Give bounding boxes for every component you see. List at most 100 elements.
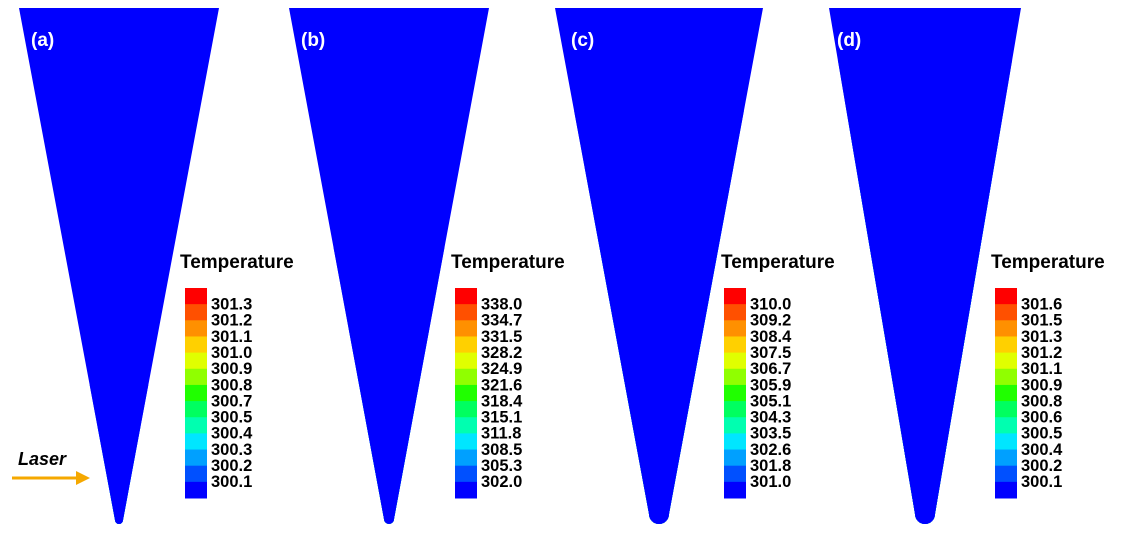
colorbar-segment <box>995 465 1017 483</box>
colorbar: 301.6301.5301.3301.2301.1300.9300.8300.6… <box>995 288 1063 499</box>
colorbar-tick-label: 300.9 <box>1021 376 1062 394</box>
colorbar-tick-label: 301.0 <box>750 473 791 491</box>
colorbar-tick-label: 321.6 <box>481 376 522 394</box>
colorbar-segment <box>185 352 207 370</box>
colorbar-tick-label: 301.1 <box>211 328 252 346</box>
colorbar-segment <box>724 433 746 451</box>
colorbar-tick-label: 304.3 <box>750 409 791 427</box>
colorbar-segment <box>995 401 1017 418</box>
colorbar-tick-label: 305.9 <box>750 376 791 394</box>
temperature-band <box>19 500 219 524</box>
colorbar-segment <box>455 304 477 321</box>
colorbar-segment <box>724 384 746 402</box>
colorbar-segment <box>995 481 1017 499</box>
colorbar-tick-label: 301.1 <box>1021 360 1062 378</box>
colorbar-segment <box>724 336 746 354</box>
colorbar-tick-label: 301.2 <box>1021 344 1062 362</box>
colorbar-tick-label: 301.5 <box>1021 312 1062 330</box>
colorbar: 301.3301.2301.1301.0300.9300.8300.7300.5… <box>185 288 253 499</box>
colorbar-tick-label: 301.3 <box>1021 328 1062 346</box>
laser-label: Laser <box>18 449 67 469</box>
colorbar-segment <box>185 336 207 354</box>
colorbar-segment <box>185 433 207 451</box>
colorbar-segment <box>185 288 207 305</box>
temperature-band <box>19 519 219 524</box>
colorbar-segment <box>455 481 477 499</box>
colorbar-segment <box>455 368 477 386</box>
colorbar-tick-label: 310.0 <box>750 296 791 314</box>
colorbar-tick-label: 315.1 <box>481 409 522 427</box>
colorbar-tick-label: 306.7 <box>750 360 791 378</box>
colorbar-tick-label: 303.5 <box>750 425 791 443</box>
colorbar-tick-label: 307.5 <box>750 344 791 362</box>
colorbar-segment <box>455 401 477 418</box>
colorbar-tick-label: 300.9 <box>211 360 252 378</box>
colorbar-segment <box>724 368 746 386</box>
colorbar-segment <box>455 352 477 370</box>
colorbar-segment <box>995 336 1017 354</box>
colorbar-tick-label: 308.5 <box>481 441 522 459</box>
colorbar-segment <box>455 417 477 434</box>
colorbar-segment <box>455 433 477 451</box>
colorbar-title: Temperature <box>721 252 835 273</box>
temperature-band <box>19 521 219 524</box>
colorbar-tick-label: 324.9 <box>481 360 522 378</box>
colorbar-tick-label: 305.3 <box>481 457 522 475</box>
colorbar-tick-label: 308.4 <box>750 328 792 346</box>
temperature-band <box>19 512 219 524</box>
colorbar-segment <box>455 288 477 305</box>
temperature-band <box>19 516 219 524</box>
colorbar-tick-label: 328.2 <box>481 344 522 362</box>
colorbar-segment <box>724 449 746 467</box>
colorbar-title: Temperature <box>991 252 1105 273</box>
colorbar-tick-label: 300.1 <box>211 473 252 491</box>
colorbar-segment <box>455 320 477 337</box>
colorbar-tick-label: 300.4 <box>211 425 253 443</box>
colorbar-segment <box>185 368 207 386</box>
colorbar-segment <box>185 449 207 467</box>
colorbar: 338.0334.7331.5328.2324.9321.6318.4315.1… <box>455 288 523 499</box>
panel-label: (b) <box>301 30 325 51</box>
colorbar-tick-label: 302.6 <box>750 441 791 459</box>
colorbar-segment <box>995 304 1017 321</box>
colorbar-segment <box>185 417 207 434</box>
colorbar-tick-label: 301.0 <box>211 344 252 362</box>
colorbar-tick-label: 331.5 <box>481 328 522 346</box>
colorbar-title: Temperature <box>451 252 565 273</box>
colorbar-tick-label: 300.7 <box>211 392 252 410</box>
colorbar-segment <box>185 384 207 402</box>
colorbar-segment <box>995 288 1017 305</box>
colorbar-tick-label: 302.0 <box>481 473 522 491</box>
temperature-band <box>19 490 219 524</box>
colorbar-segment <box>185 320 207 337</box>
colorbar-segment <box>724 320 746 337</box>
temperature-band <box>19 507 219 524</box>
colorbar-tick-label: 300.2 <box>1021 457 1062 475</box>
colorbar-tick-label: 301.6 <box>1021 296 1062 314</box>
colorbar-tick-label: 300.5 <box>1021 425 1062 443</box>
colorbar-segment <box>455 336 477 354</box>
colorbar-tick-label: 300.2 <box>211 457 252 475</box>
laser-indicator: Laser <box>12 449 90 485</box>
colorbar-tick-label: 300.6 <box>1021 409 1062 427</box>
colorbar-segment <box>724 417 746 434</box>
colorbar-segment <box>995 449 1017 467</box>
colorbar-segment <box>185 465 207 483</box>
panel-label: (c) <box>571 30 594 51</box>
colorbar-segment <box>185 304 207 321</box>
colorbar-tick-label: 300.4 <box>1021 441 1063 459</box>
panel-c: (c) Temperature 310.0309.2308.4307.5306.73… <box>555 8 835 524</box>
colorbar-segment <box>724 352 746 370</box>
colorbar-segment <box>724 465 746 483</box>
panel-b: (b) Temperature 338.0334.7331.5328.2324.93… <box>289 8 565 524</box>
panel-label: (a) <box>31 30 54 51</box>
panel-label: (d) <box>837 30 861 51</box>
colorbar-segment <box>995 352 1017 370</box>
colorbar: 310.0309.2308.4307.5306.7305.9305.1304.3… <box>724 288 792 499</box>
colorbar-title: Temperature <box>180 252 294 273</box>
colorbar-tick-label: 334.7 <box>481 312 522 330</box>
colorbar-segment <box>995 320 1017 337</box>
colorbar-segment <box>724 288 746 305</box>
colorbar-segment <box>995 433 1017 451</box>
